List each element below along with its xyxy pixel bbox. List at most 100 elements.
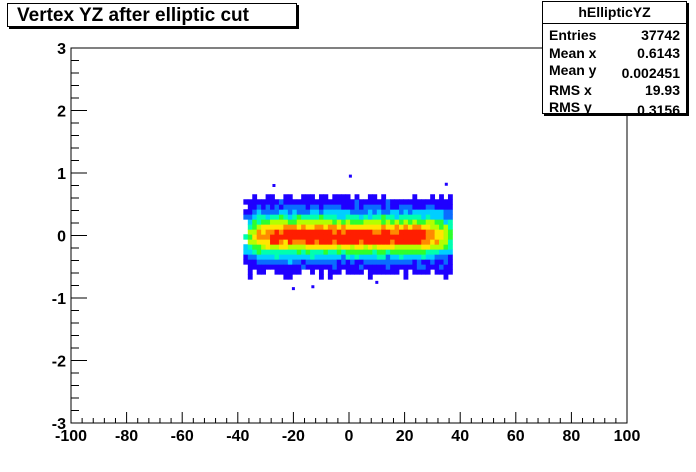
heatmap-cell — [359, 249, 364, 255]
heatmap-cell — [443, 239, 449, 245]
heatmap-cell — [434, 239, 440, 245]
heatmap-cell — [323, 224, 329, 230]
heatmap-cell — [314, 239, 320, 245]
heatmap-cell — [367, 249, 373, 255]
heatmap-cell — [261, 264, 266, 270]
heatmap-cell — [399, 229, 404, 235]
heatmap-cell — [345, 239, 351, 245]
heatmap-cell — [336, 224, 342, 230]
heatmap-cell — [421, 249, 427, 255]
heatmap-cell — [381, 194, 387, 200]
heatmap-cell — [416, 209, 422, 215]
heatmap-cell — [350, 204, 355, 210]
heatmap-cell — [278, 249, 284, 255]
heatmap-cell — [301, 234, 307, 240]
heatmap-cell — [407, 249, 413, 255]
heatmap-cell — [416, 254, 422, 260]
stat-label: Mean x — [549, 45, 597, 61]
heatmap-cell — [430, 254, 436, 260]
stat-label: Mean y — [549, 62, 597, 78]
heatmap-cell — [385, 269, 391, 275]
heatmap-cell — [381, 264, 387, 270]
heatmap-cell — [287, 209, 293, 215]
heatmap-cell — [394, 264, 400, 270]
heatmap-cell — [367, 229, 373, 235]
heatmap-cell — [430, 264, 436, 270]
heatmap-cell — [350, 214, 355, 220]
heatmap-cell — [292, 199, 298, 205]
heatmap-cell — [381, 249, 387, 255]
heatmap-cell — [354, 269, 360, 275]
heatmap-cell — [390, 214, 395, 220]
heatmap-cell — [425, 269, 431, 275]
heatmap-cell — [399, 199, 404, 205]
heatmap-cell — [421, 209, 427, 215]
heatmap-cell — [243, 244, 249, 250]
heatmap-cell — [261, 239, 266, 245]
heatmap-cell — [434, 234, 440, 240]
heatmap-cell — [399, 239, 404, 245]
heatmap-cell — [336, 244, 342, 250]
heatmap-cell — [430, 199, 436, 205]
heatmap-cell — [390, 204, 395, 210]
heatmap-cell — [434, 259, 440, 265]
heatmap-cell — [421, 269, 427, 275]
heatmap-cell — [305, 264, 311, 270]
heatmap-cell — [394, 229, 400, 235]
heatmap-cell — [421, 199, 427, 205]
heatmap-cell — [354, 254, 360, 260]
heatmap-cell — [301, 239, 307, 245]
heatmap-cell — [292, 219, 298, 225]
heatmap-cell — [247, 224, 253, 230]
heatmap-cell — [390, 259, 395, 265]
heatmap-cell — [310, 234, 315, 240]
heatmap-cell — [412, 204, 418, 210]
heatmap-cell — [252, 204, 258, 210]
heatmap-cell — [327, 219, 333, 225]
heatmap-cell — [350, 209, 355, 215]
heatmap-cell — [341, 209, 347, 215]
heatmap-cell — [332, 249, 338, 255]
heatmap-cell — [447, 259, 453, 265]
heatmap-cell — [287, 239, 293, 245]
heatmap-cell — [367, 194, 373, 200]
heatmap-cell — [292, 234, 298, 240]
heatmap-cell — [318, 254, 324, 260]
heatmap-cell — [403, 239, 409, 245]
heatmap-cell — [287, 204, 293, 210]
heatmap-cell — [434, 254, 440, 260]
heatmap-cell — [341, 259, 347, 265]
heatmap-cell — [292, 244, 298, 250]
heatmap-cell — [439, 254, 444, 260]
heatmap-cell — [439, 249, 444, 255]
heatmap-cell — [265, 204, 271, 210]
heatmap-cell — [252, 199, 258, 205]
heatmap-cell — [350, 224, 355, 230]
heatmap-cell — [367, 214, 373, 220]
heatmap-cell — [443, 229, 449, 235]
heatmap-cell — [252, 259, 258, 265]
heatmap-cell — [412, 199, 418, 205]
heatmap-cell — [376, 209, 382, 215]
heatmap-cell — [430, 239, 436, 245]
heatmap-cell — [372, 204, 378, 210]
x-tick-label: -40 — [226, 428, 249, 445]
stats-histogram-name: hEllipticYZ — [543, 2, 686, 24]
heatmap-cell — [332, 214, 338, 220]
heatmap-cell — [416, 229, 422, 235]
heatmap-cell — [359, 214, 364, 220]
heatmap-cell — [367, 244, 373, 250]
heatmap-cell — [372, 239, 378, 245]
heatmap-cell — [425, 214, 431, 220]
heatmap-cell — [256, 259, 262, 265]
heatmap-cell — [367, 274, 373, 280]
heatmap-cell — [403, 244, 409, 250]
heatmap-cell — [336, 199, 342, 205]
heatmap-cell — [407, 209, 413, 215]
heatmap-cell — [372, 199, 378, 205]
heatmap-cell — [301, 204, 307, 210]
heatmap-cell — [318, 264, 324, 270]
stat-row-mean-y: Mean y 0.002451 — [549, 62, 680, 81]
heatmap-cell — [350, 219, 355, 225]
heatmap-cell — [265, 249, 271, 255]
